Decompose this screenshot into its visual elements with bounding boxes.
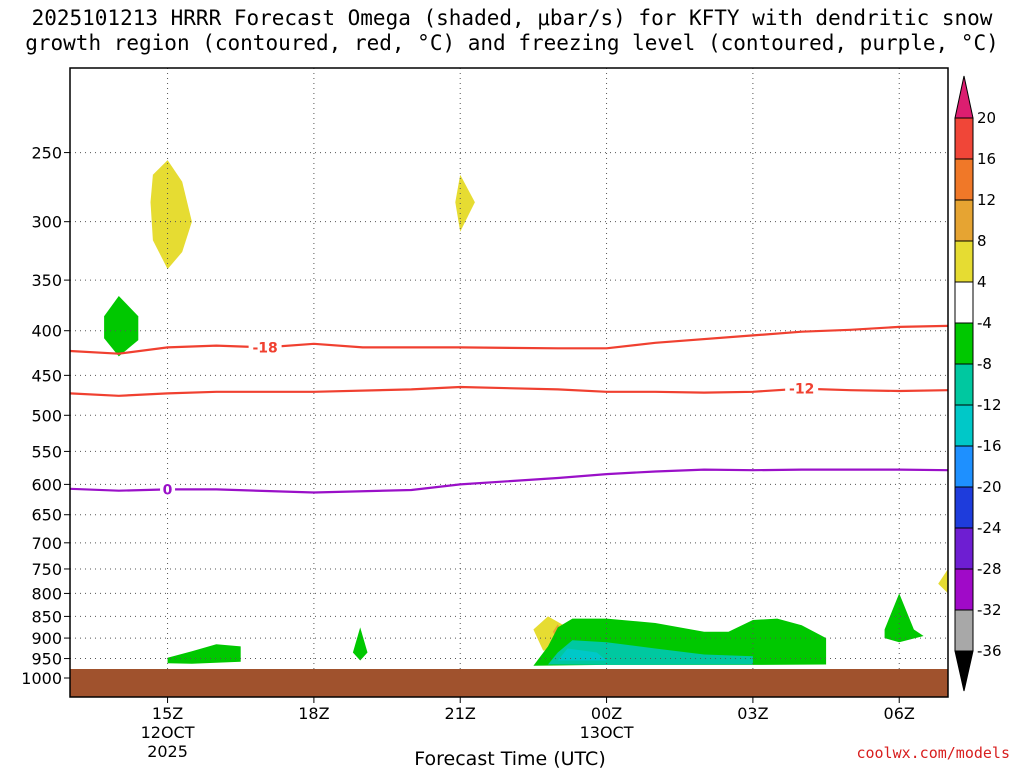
colorbar-label: -20 bbox=[977, 478, 1002, 496]
contour-label-bg bbox=[160, 481, 176, 498]
title-line-2: growth region (contoured, red, °C) and f… bbox=[25, 31, 999, 55]
x-tick-year: 2025 bbox=[147, 742, 188, 761]
y-tick-label: 250 bbox=[31, 144, 62, 163]
x-tick-label: 00Z bbox=[591, 704, 622, 723]
y-tick-label: 700 bbox=[31, 534, 62, 553]
contour-line-0 bbox=[69, 324, 949, 355]
colorbar-label: -28 bbox=[977, 560, 1002, 578]
x-tick-label: 15Z bbox=[152, 704, 183, 723]
colorbar-label: -16 bbox=[977, 437, 1002, 455]
colorbar-label: 20 bbox=[977, 109, 996, 127]
colorbar-block bbox=[954, 527, 974, 570]
colorbar-block bbox=[954, 486, 974, 529]
y-tick-label: 850 bbox=[31, 607, 62, 626]
y-tick-label: 900 bbox=[31, 629, 62, 648]
colorbar-block bbox=[954, 363, 974, 406]
colorbar-label: -4 bbox=[977, 314, 992, 332]
contour-label-1: -12 bbox=[789, 382, 814, 398]
colorbar-block bbox=[954, 609, 974, 652]
watermark: coolwx.com/models bbox=[856, 744, 1010, 762]
colorbar-label: 4 bbox=[977, 273, 987, 291]
colorbar-block bbox=[954, 158, 974, 201]
colorbar-block bbox=[954, 568, 974, 611]
omega-shade-5 bbox=[352, 627, 368, 661]
y-tick-label: 600 bbox=[31, 475, 62, 494]
colorbar-block bbox=[954, 281, 974, 324]
x-tick-label: 03Z bbox=[737, 704, 768, 723]
contour-label-2: 0 bbox=[163, 482, 173, 498]
contour-line-2 bbox=[69, 468, 949, 494]
y-tick-label: 350 bbox=[31, 271, 62, 290]
y-tick-label: 550 bbox=[31, 442, 62, 461]
contour-label-bg bbox=[785, 380, 819, 397]
colorbar-label: -36 bbox=[977, 642, 1002, 660]
colorbar-block bbox=[954, 404, 974, 447]
colorbar-label: 12 bbox=[977, 191, 996, 209]
y-tick-label: 500 bbox=[31, 406, 62, 425]
colorbar-label: -12 bbox=[977, 396, 1002, 414]
plot-frame bbox=[69, 67, 949, 698]
omega-shade-10 bbox=[557, 648, 607, 661]
x-axis-label: Forecast Time (UTC) bbox=[414, 748, 606, 770]
y-tick-label: 300 bbox=[31, 213, 62, 232]
colorbar-block bbox=[954, 117, 974, 160]
contour-line-1 bbox=[69, 385, 949, 397]
colorbar-top-triangle bbox=[954, 75, 974, 119]
colorbar-bottom-triangle bbox=[954, 650, 974, 692]
colorbar-label: 16 bbox=[977, 150, 996, 168]
x-tick-date: 13OCT bbox=[580, 723, 634, 742]
x-tick-label: 21Z bbox=[445, 704, 476, 723]
colorbar-label: -8 bbox=[977, 355, 992, 373]
omega-shade-11 bbox=[884, 593, 924, 643]
omega-shade-2 bbox=[104, 296, 139, 357]
colorbar-block bbox=[954, 199, 974, 242]
y-tick-label: 800 bbox=[31, 584, 62, 603]
colorbar-block bbox=[954, 322, 974, 365]
colorbar-block bbox=[954, 445, 974, 488]
colorbar-label: 8 bbox=[977, 232, 987, 250]
y-tick-label: 400 bbox=[31, 322, 62, 341]
x-tick-label: 06Z bbox=[884, 704, 915, 723]
title-line-1: 2025101213 HRRR Forecast Omega (shaded, … bbox=[31, 6, 993, 30]
y-tick-label: 450 bbox=[31, 366, 62, 385]
y-tick-label: 950 bbox=[31, 650, 62, 669]
colorbar-block bbox=[954, 240, 974, 283]
y-tick-label: 1000 bbox=[21, 669, 62, 688]
colorbar-label: -32 bbox=[977, 601, 1002, 619]
chart-title: 2025101213 HRRR Forecast Omega (shaded, … bbox=[0, 6, 1024, 56]
omega-shade-12 bbox=[938, 569, 948, 594]
contour-label-bg bbox=[248, 339, 282, 356]
ground-below-surface bbox=[70, 669, 948, 697]
omega-shade-0 bbox=[150, 160, 192, 270]
x-tick-label: 18Z bbox=[298, 704, 329, 723]
omega-shade-3 bbox=[167, 644, 241, 664]
y-tick-label: 650 bbox=[31, 506, 62, 525]
y-tick-label: 750 bbox=[31, 560, 62, 579]
omega-shade-1 bbox=[455, 174, 475, 232]
contour-label-0: -18 bbox=[252, 340, 277, 356]
colorbar-label: -24 bbox=[977, 519, 1002, 537]
x-tick-date: 12OCT bbox=[141, 723, 195, 742]
